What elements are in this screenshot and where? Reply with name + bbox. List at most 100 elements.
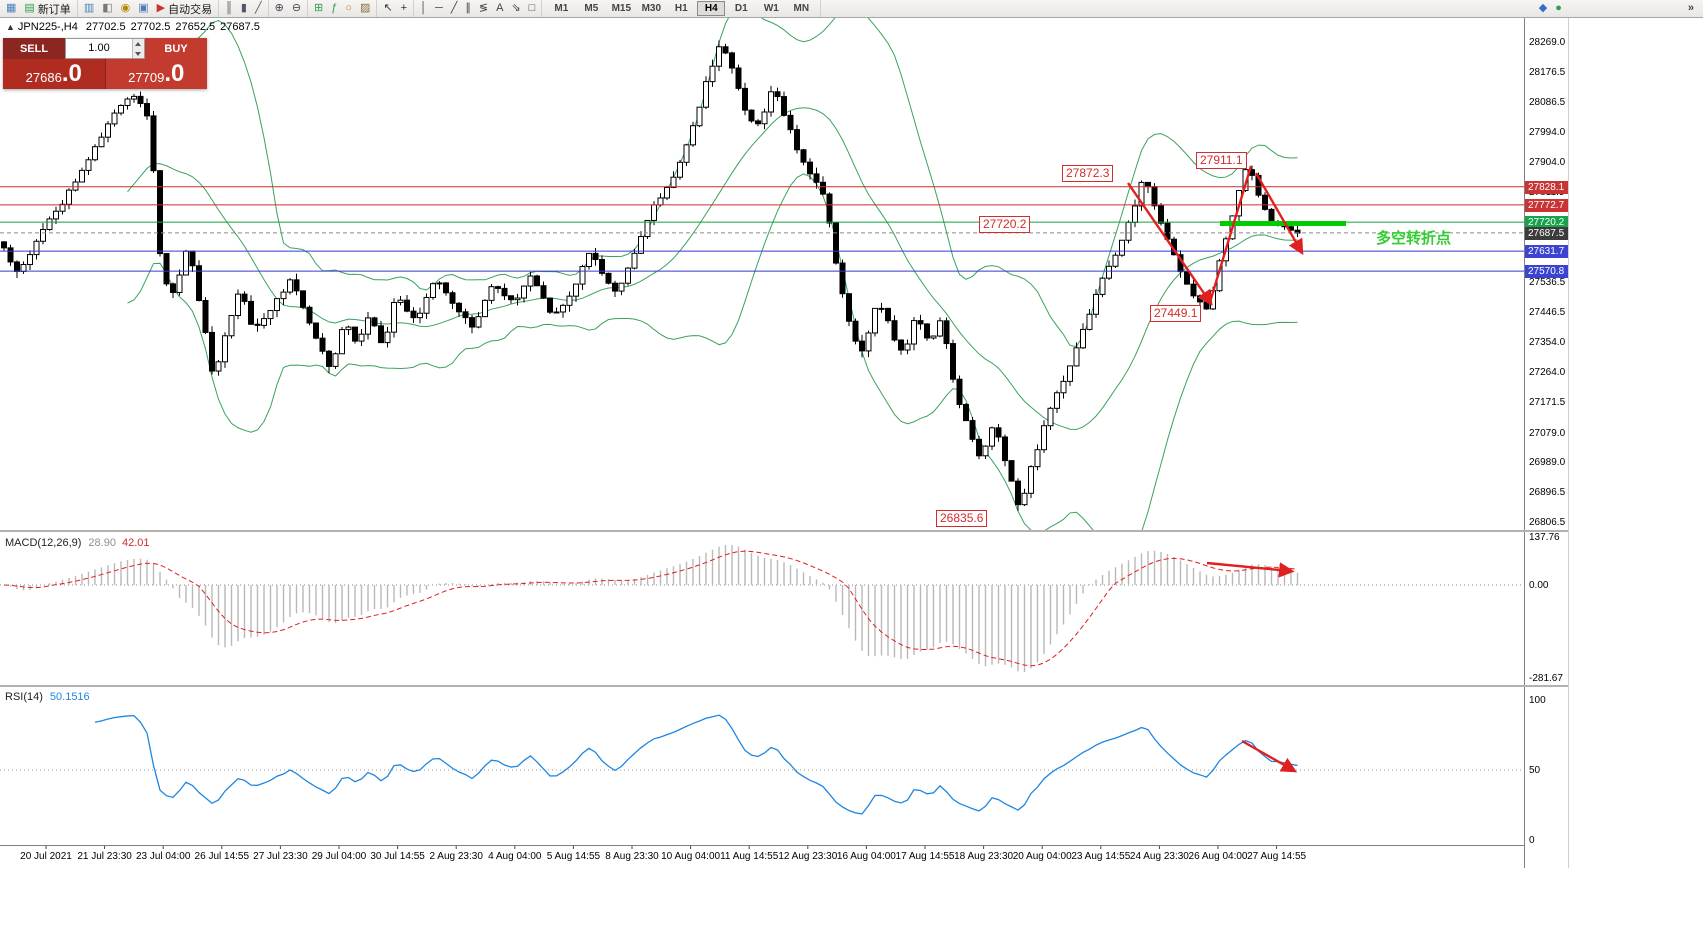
time-axis-label: 18 Aug 23:30: [954, 851, 1014, 862]
terminal-button[interactable]: ▣: [134, 0, 152, 17]
bar-chart-icon: ║: [225, 2, 233, 14]
time-axis-label: 30 Jul 14:55: [370, 851, 425, 862]
timeframe-h1-button[interactable]: H1: [674, 3, 688, 14]
chart-window-button[interactable]: ▦: [2, 0, 20, 17]
time-axis-label: 24 Aug 23:30: [1129, 851, 1189, 862]
strategy-tester-icon: ●: [1555, 2, 1562, 14]
trendline-button[interactable]: ╱: [447, 0, 462, 17]
timeframe-h4-button[interactable]: H4: [697, 1, 726, 16]
horizontal-line-button[interactable]: ─: [431, 0, 447, 17]
vertical-line-button[interactable]: │: [416, 0, 431, 17]
autotrading-button[interactable]: ▶ 自动交易: [153, 0, 216, 17]
navigator-button[interactable]: ◉: [117, 0, 135, 17]
time-axis-label: 20 Jul 2021: [20, 851, 72, 862]
autotrading-icon: ▶: [156, 2, 166, 14]
price-tag-27772.7: 27772.7: [1525, 198, 1569, 212]
autotrading-button-label: 自动交易: [168, 3, 213, 16]
crosshair-button[interactable]: +: [397, 0, 411, 17]
trendline-icon: ╱: [450, 2, 458, 14]
zoom-out-button[interactable]: ⊖: [288, 0, 305, 17]
templates-button[interactable]: ▨: [356, 0, 374, 17]
shapes-button[interactable]: □: [525, 0, 540, 17]
price-scale-label: 27171.5: [1529, 397, 1566, 409]
trend-arrows[interactable]: [1127, 165, 1304, 773]
strategy-tester-button[interactable]: ●: [1551, 0, 1566, 17]
bar-chart-button[interactable]: ║: [221, 0, 237, 17]
timeframe-m1-button[interactable]: M1: [554, 3, 569, 14]
price-callout-27720.2[interactable]: 27720.2: [979, 216, 1031, 233]
price-callout-27911.1[interactable]: 27911.1: [1196, 152, 1247, 169]
macd-value-main: 28.90: [88, 537, 116, 549]
pane-splitter-rsi[interactable]: [0, 685, 1568, 687]
cursor-button[interactable]: ↖: [379, 0, 396, 17]
zoom-in-button[interactable]: ⊕: [271, 0, 288, 17]
main-toolbar: ▦ ▤ 新订单 ▥ ◧ ◉ ▣ ▶ 自动交易 ║ ▮ ╱ ⊕ ⊖ ⊞ ƒ ○ ▨ ↖ + │ ─ ╱ ∥ ≶ A ⇘ □ M1 M5 M1…: [0, 0, 1703, 18]
time-axis-label: 27 Aug 14:55: [1247, 851, 1307, 862]
candlestick-chart-button[interactable]: ▮: [237, 0, 251, 17]
macd-scale-label: -281.67: [1529, 673, 1563, 684]
depth-of-market-button[interactable]: ◆: [1535, 0, 1551, 17]
right-empty-panel: [1568, 18, 1703, 868]
price-callout-26835.6[interactable]: 26835.6: [936, 510, 988, 527]
line-chart-button[interactable]: ╱: [251, 0, 266, 17]
volume-decrease-button[interactable]: [133, 48, 144, 58]
volume-field[interactable]: 1.00: [65, 38, 145, 59]
sell-price-button[interactable]: 27686.0: [3, 59, 105, 89]
tile-windows-button[interactable]: ⊞: [310, 0, 327, 17]
price-pane[interactable]: [0, 6, 1524, 546]
periods-button[interactable]: ○: [341, 0, 356, 17]
volume-increase-button[interactable]: [133, 39, 144, 49]
price-scale-label: 27904.0: [1529, 156, 1566, 168]
macd-scale-label: 137.76: [1529, 532, 1560, 543]
ohlc-low: 27652.5: [175, 21, 216, 33]
fibonacci-button[interactable]: ≶: [475, 0, 492, 17]
macd-pane[interactable]: [0, 545, 1524, 672]
timeframe-w1-button[interactable]: W1: [763, 3, 779, 14]
chart-window-icon: ▦: [6, 2, 17, 14]
market-watch-button[interactable]: ▥: [80, 0, 98, 17]
turning-point-label[interactable]: 多空转折点: [1376, 230, 1452, 247]
new-order-button[interactable]: ▤ 新订单: [20, 0, 74, 17]
time-axis-label: 16 Aug 04:00: [836, 851, 896, 862]
price-scale[interactable]: 28269.028176.528086.527994.027904.027811…: [1524, 18, 1569, 868]
channel-button[interactable]: ∥: [461, 0, 475, 17]
rsi-scale-label: 0: [1529, 835, 1535, 846]
time-axis-label: 26 Aug 04:00: [1188, 851, 1248, 862]
chart-canvas[interactable]: [0, 0, 1524, 868]
market-watch-icon: ▥: [83, 2, 95, 14]
pane-splitter-macd[interactable]: [0, 530, 1568, 532]
candlestick-chart-icon: ▮: [240, 2, 247, 14]
chart-collapse-icon[interactable]: ▲: [6, 22, 15, 32]
price-callout-27872.3[interactable]: 27872.3: [1062, 165, 1114, 182]
timeframe-m5-button[interactable]: M5: [584, 3, 599, 14]
buy-price-int: 27709: [128, 70, 165, 85]
text-icon: A: [496, 2, 504, 14]
volume-value[interactable]: 1.00: [88, 42, 110, 54]
timeframe-d1-button[interactable]: D1: [734, 3, 748, 14]
data-window-button[interactable]: ◧: [98, 0, 116, 17]
chart-ohlc-header: ▲ JPN225-,H4 27702.5 27702.5 27652.5 27687.5: [6, 21, 265, 33]
toolbar-overflow-button[interactable]: »: [1684, 0, 1698, 17]
ohlc-open: 27702.5: [85, 21, 126, 33]
cursor-icon: ↖: [383, 2, 393, 14]
time-axis-label: 10 Aug 04:00: [661, 851, 721, 862]
macd-value-signal: 42.01: [121, 537, 150, 549]
price-callout-27449.1[interactable]: 27449.1: [1150, 305, 1202, 322]
timeframe-m30-button[interactable]: M30: [641, 3, 662, 14]
indicators-button[interactable]: ƒ: [327, 0, 341, 17]
zoom-in-icon: ⊕: [274, 2, 284, 14]
text-button[interactable]: A: [492, 0, 507, 17]
rsi-pane[interactable]: [0, 714, 1524, 815]
arrow-tools-button[interactable]: ⇘: [507, 0, 524, 17]
price-tag-27570.8: 27570.8: [1525, 265, 1569, 279]
timeframe-mn-button[interactable]: MN: [793, 3, 810, 14]
price-scale-label: 26806.5: [1529, 517, 1566, 528]
sell-button[interactable]: SELL: [3, 38, 65, 59]
ohlc-high: 27702.5: [130, 21, 171, 33]
buy-button[interactable]: BUY: [145, 38, 207, 59]
timeframe-m15-button[interactable]: M15: [611, 3, 632, 14]
price-scale-label: 27536.5: [1529, 277, 1566, 289]
time-axis[interactable]: 20 Jul 2021 21 Jul 23:30 23 Jul 04:00 26 Ju…: [0, 845, 1524, 869]
buy-price-button[interactable]: 27709.0: [104, 59, 207, 89]
toolbar-groups: ▦ ▤ 新订单 ▥ ◧ ◉ ▣ ▶ 自动交易 ║ ▮ ╱ ⊕ ⊖ ⊞ ƒ ○ ▨ ↖ + │ ─ ╱ ∥ ≶ A ⇘ □: [0, 0, 543, 17]
